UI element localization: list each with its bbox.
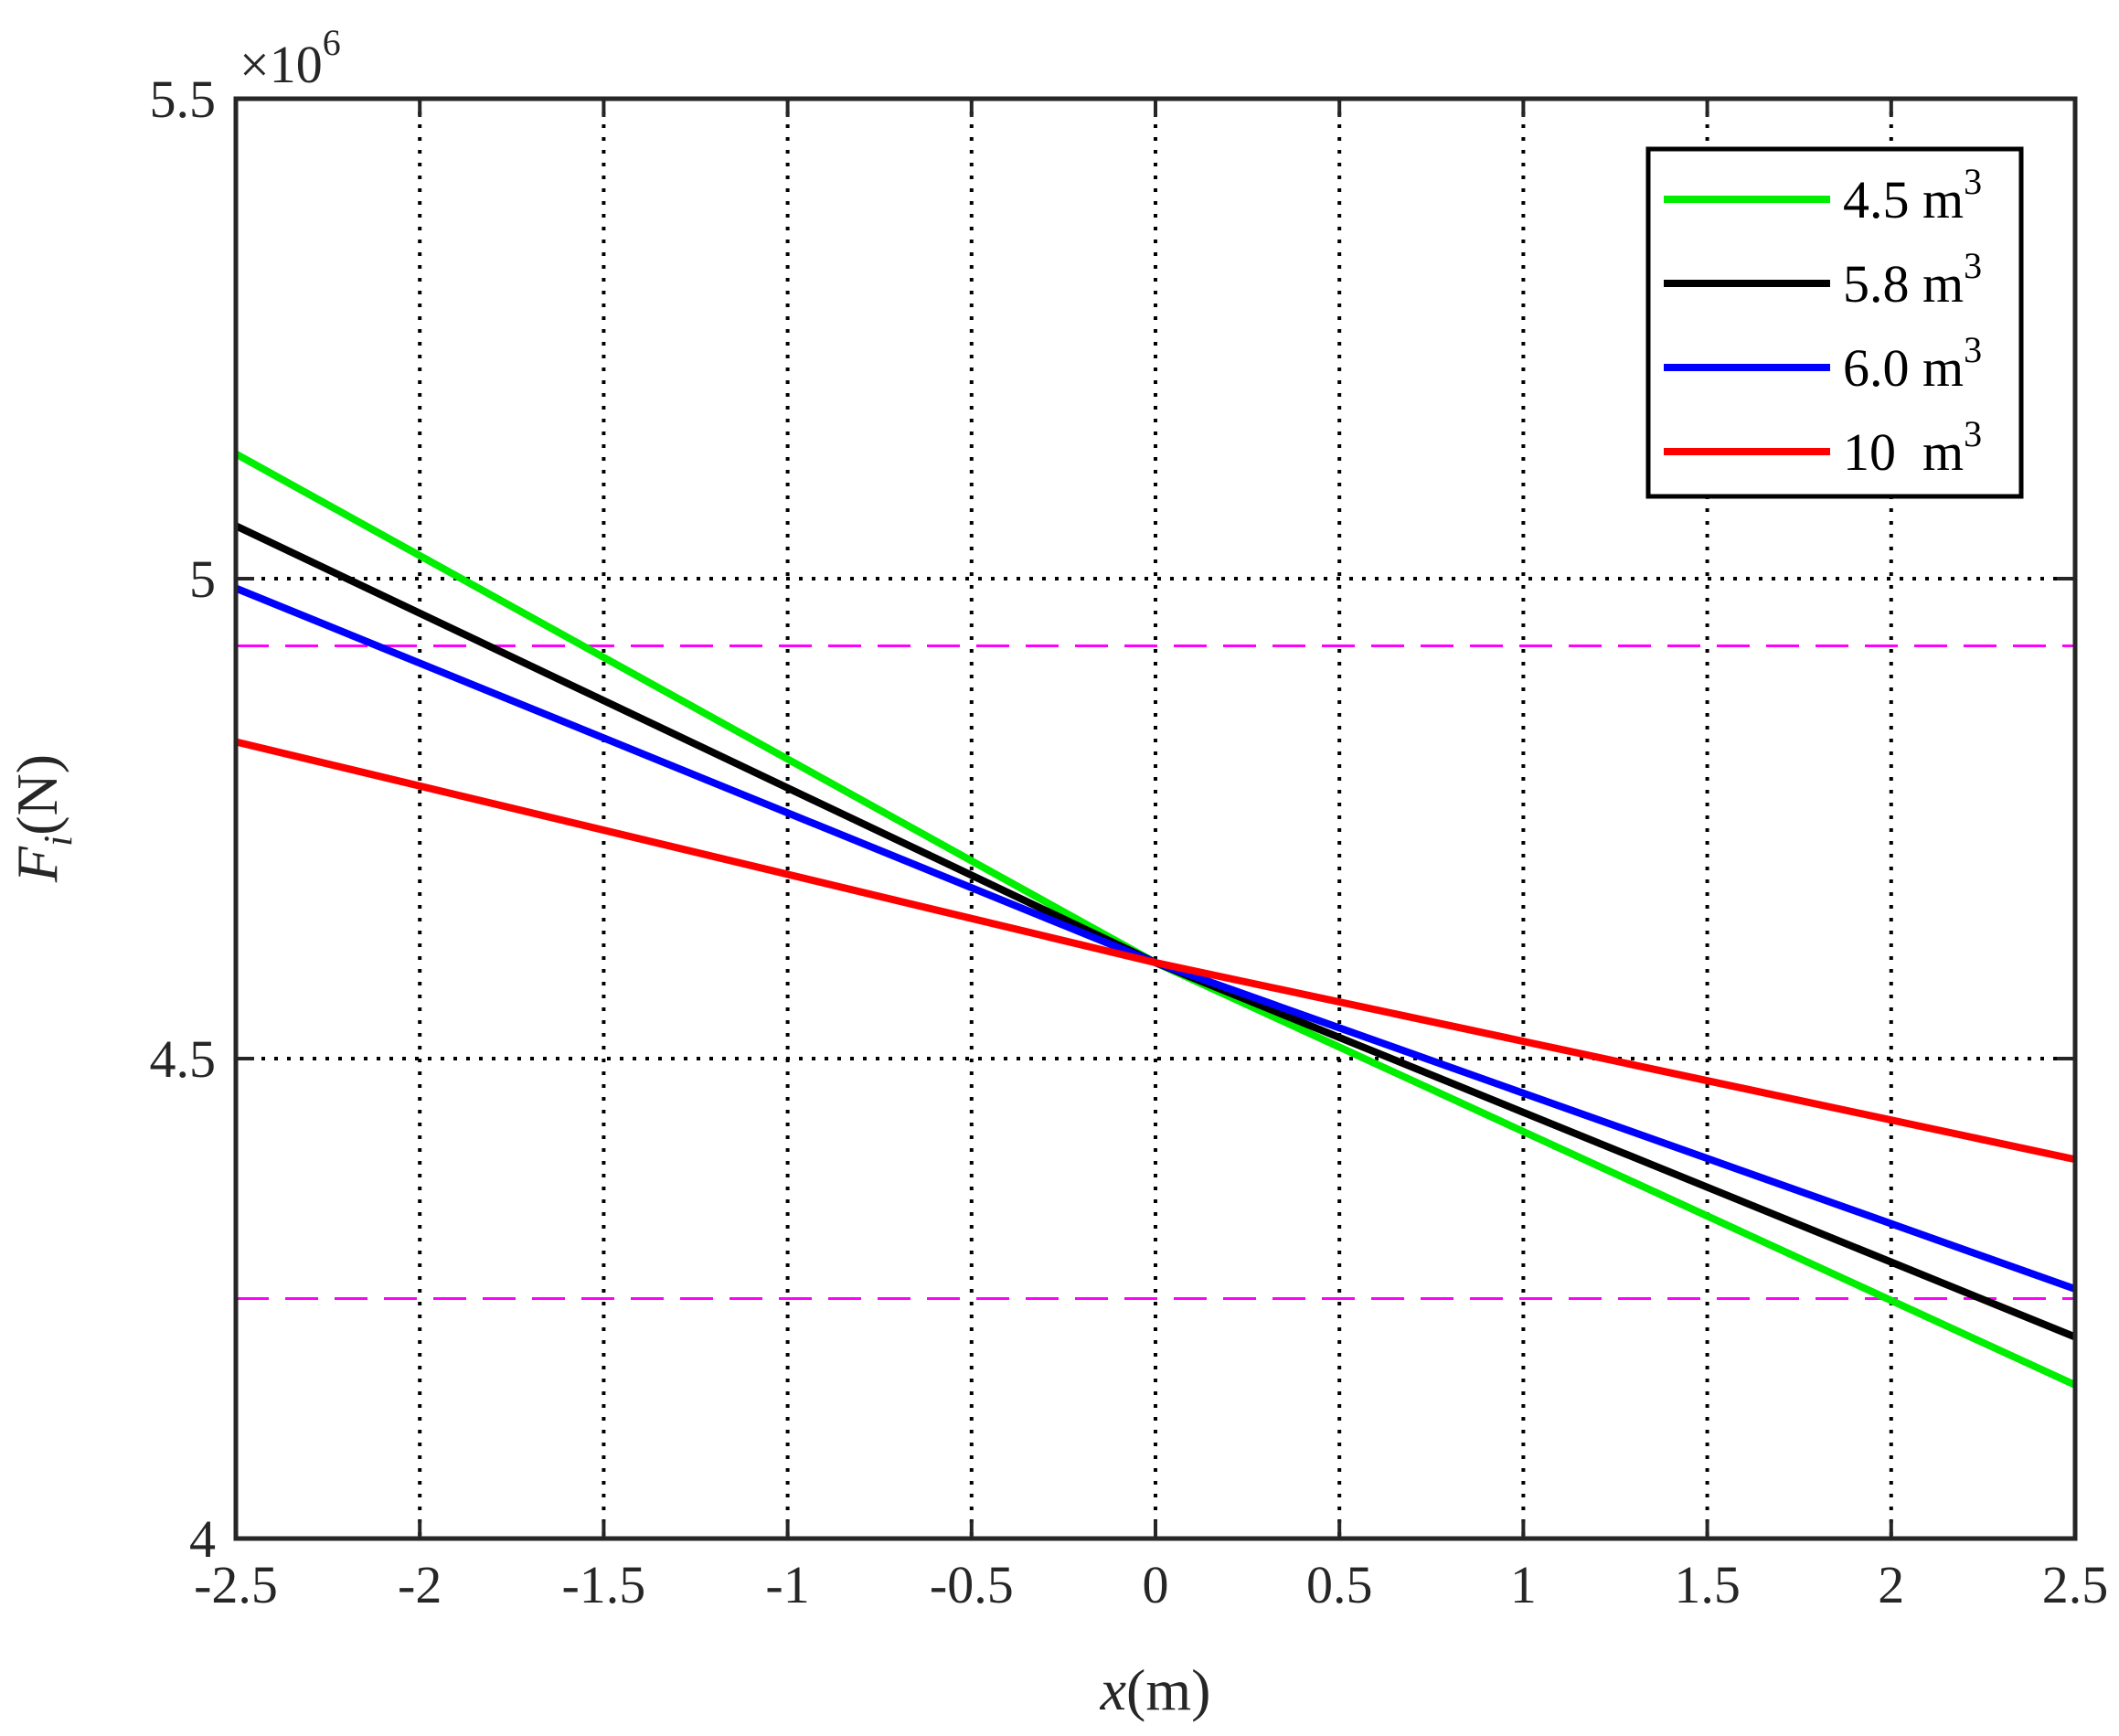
legend: 4.5 m3 5.8 m3 6.0 m3 10 m3	[1645, 146, 2024, 499]
x-tick-label: 1	[1510, 1555, 1537, 1614]
legend-label: 6.0 m3	[1843, 329, 1982, 398]
legend-item: 6.0 m3	[1664, 329, 1982, 398]
x-axis-title-symbol: x	[1100, 1657, 1126, 1722]
y-axis-title-symbol: F	[5, 846, 69, 883]
x-tick-label: -1	[765, 1555, 809, 1614]
ticks: -2.5 -2 -1.5 -1 -0.5 0 0.5 1 1.5 2 2.5 4 4.5 5 5.5	[150, 69, 2109, 1614]
x-tick-label: -2	[398, 1555, 442, 1614]
legend-label: 5.8 m3	[1843, 245, 1982, 314]
y-tick-label: 5.5	[150, 69, 217, 129]
reference-lines	[236, 644, 2075, 1300]
y-tick-label: 4.5	[150, 1029, 217, 1089]
legend-item: 5.8 m3	[1664, 245, 1982, 314]
y-exponent-base: ×10	[240, 35, 323, 94]
x-tick-label: 0	[1143, 1555, 1169, 1614]
y-axis-title-subscript: i	[36, 836, 80, 847]
series-lines	[234, 450, 2077, 1389]
legend-box	[1645, 146, 2024, 499]
x-tick-label: 0.5	[1306, 1555, 1373, 1614]
legend-item: 10 m3	[1664, 413, 1982, 482]
y-tick-label: 5	[189, 549, 216, 609]
x-tick-label: 2.5	[2042, 1555, 2109, 1614]
series-line-4	[235, 738, 2076, 1164]
x-axis-title-unit: (m)	[1126, 1657, 1210, 1722]
x-tick-label: -0.5	[930, 1555, 1014, 1614]
x-axis-title: x(m)	[1100, 1657, 1211, 1722]
x-tick-label: 2	[1878, 1555, 1904, 1614]
x-tick-label: -2.5	[194, 1555, 278, 1614]
legend-item: 4.5 m3	[1664, 161, 1982, 229]
legend-label: 10 m3	[1843, 413, 1982, 482]
y-axis-title: Fi(N)	[5, 754, 80, 883]
x-tick-label: 1.5	[1674, 1555, 1741, 1614]
legend-label: 4.5 m3	[1843, 161, 1982, 229]
y-exponent-power: 6	[323, 22, 341, 63]
y-axis-title-unit: (N)	[5, 754, 69, 836]
x-tick-label: -1.5	[561, 1555, 645, 1614]
y-tick-label: 4	[189, 1509, 216, 1569]
grid	[236, 99, 2075, 1539]
y-exponent-label: ×106	[240, 22, 341, 94]
